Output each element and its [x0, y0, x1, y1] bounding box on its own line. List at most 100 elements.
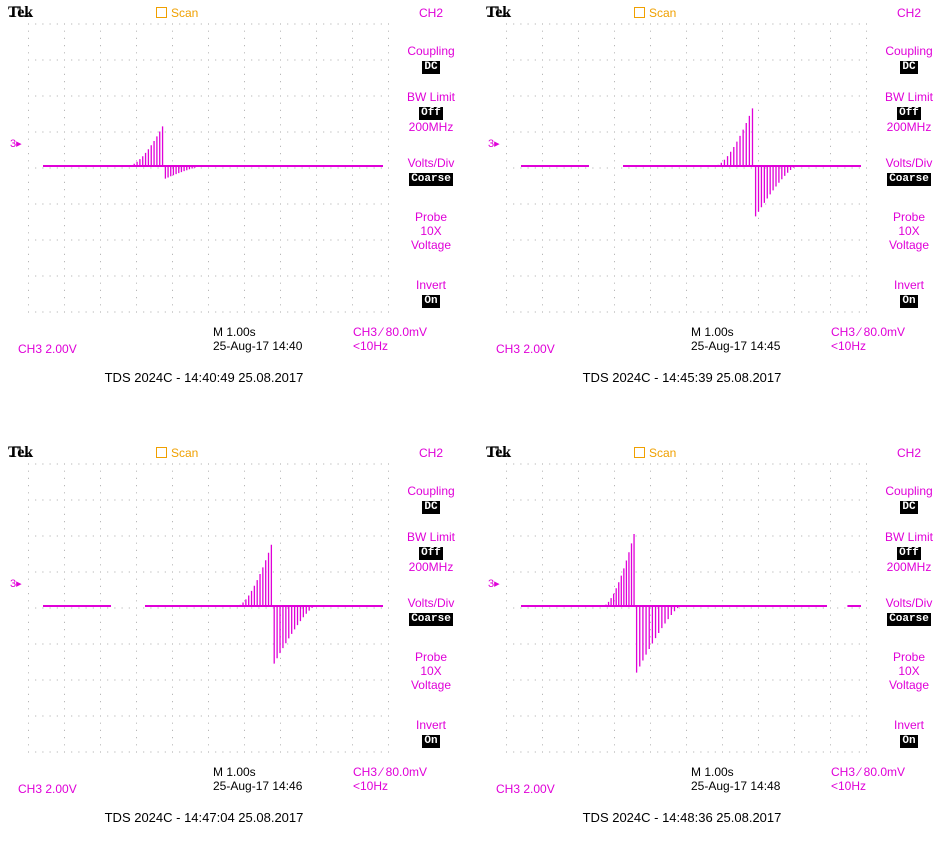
volts-div-label: Volts/Div	[407, 596, 455, 610]
invert-value: On	[900, 735, 918, 748]
timebase: M 1.00s	[691, 765, 734, 779]
coupling-value: DC	[900, 61, 918, 74]
channel-marker-number: 3	[10, 578, 17, 590]
bw-limit-label: BW Limit	[885, 530, 933, 544]
coupling-value: DC	[422, 61, 440, 74]
channel-scale: CH3 2.00V	[18, 342, 77, 356]
probe-type: Voltage	[888, 678, 930, 692]
bw-limit-menu[interactable]: BW Limit Off 200MHz	[878, 90, 940, 134]
bw-limit-freq: 200MHz	[886, 120, 932, 134]
volts-div-menu[interactable]: Volts/Div Coarse	[878, 596, 940, 626]
probe-label: Probe	[892, 210, 926, 224]
volts-div-value: Coarse	[409, 173, 453, 186]
coupling-menu[interactable]: Coupling DC	[400, 44, 462, 74]
trace-burst	[717, 108, 795, 217]
bw-limit-menu[interactable]: BW Limit Off 200MHz	[400, 530, 462, 574]
scope-panel-1: Tek Scan CH2 Coupling DC BW Limit Off 20…	[8, 4, 470, 424]
trigger-pulse-icon	[9, 446, 31, 457]
coupling-menu[interactable]: Coupling DC	[400, 484, 462, 514]
volts-div-label: Volts/Div	[885, 156, 933, 170]
volts-div-value: Coarse	[887, 613, 931, 626]
trigger-pulse-icon	[487, 6, 509, 17]
volts-div-menu[interactable]: Volts/Div Coarse	[878, 156, 940, 186]
scan-mode: Scan	[156, 444, 198, 464]
volts-div-label: Volts/Div	[407, 156, 455, 170]
timebase: M 1.00s	[691, 325, 734, 339]
probe-type: Voltage	[410, 238, 452, 252]
volts-div-menu[interactable]: Volts/Div Coarse	[400, 156, 462, 186]
coupling-value: DC	[422, 501, 440, 514]
invert-label: Invert	[893, 718, 924, 732]
graticule	[506, 463, 867, 753]
bw-limit-label: BW Limit	[407, 530, 455, 544]
channel-title: CH2	[418, 446, 443, 460]
invert-label: Invert	[893, 278, 924, 292]
channel-title: CH2	[418, 6, 443, 20]
bw-limit-label: BW Limit	[885, 90, 933, 104]
trigger-level: CH3 ⁄ 80.0mV	[353, 765, 428, 779]
bw-limit-value: Off	[419, 107, 443, 120]
probe-value: 10X	[420, 224, 442, 238]
coupling-menu[interactable]: Coupling DC	[878, 484, 940, 514]
capture-caption: TDS 2024C - 14:48:36 25.08.2017	[582, 810, 782, 825]
coupling-label: Coupling	[885, 484, 933, 498]
channel-ground-marker: 3▸	[10, 578, 22, 590]
volts-div-menu[interactable]: Volts/Div Coarse	[400, 596, 462, 626]
probe-menu[interactable]: Probe 10X Voltage	[878, 210, 940, 252]
probe-menu[interactable]: Probe 10X Voltage	[878, 650, 940, 692]
probe-value: 10X	[420, 664, 442, 678]
scope-screen	[28, 23, 389, 313]
invert-menu[interactable]: Invert On	[400, 278, 462, 308]
bw-limit-label: BW Limit	[407, 90, 455, 104]
invert-menu[interactable]: Invert On	[878, 718, 940, 748]
trigger-frequency: <10Hz	[831, 339, 867, 353]
probe-menu[interactable]: Probe 10X Voltage	[400, 650, 462, 692]
graticule	[28, 23, 389, 313]
trigger-pulse-icon	[9, 6, 31, 17]
trace-burst	[239, 544, 313, 664]
probe-menu[interactable]: Probe 10X Voltage	[400, 210, 462, 252]
invert-menu[interactable]: Invert On	[878, 278, 940, 308]
invert-menu[interactable]: Invert On	[400, 718, 462, 748]
invert-label: Invert	[415, 278, 446, 292]
coupling-menu[interactable]: Coupling DC	[878, 44, 940, 74]
volts-div-value: Coarse	[887, 173, 931, 186]
probe-value: 10X	[898, 224, 920, 238]
invert-value: On	[422, 735, 440, 748]
probe-label: Probe	[414, 210, 448, 224]
bw-limit-value: Off	[897, 547, 921, 560]
datetime: 25-Aug-17 14:45	[691, 339, 781, 353]
scope-panel-4: Tek Scan CH2 Coupling DC BW Limit Off 20…	[486, 444, 943, 864]
bw-limit-freq: 200MHz	[408, 120, 454, 134]
channel-marker-number: 3	[488, 138, 495, 150]
channel-scale: CH3 2.00V	[496, 782, 555, 796]
scan-label: Scan	[649, 446, 677, 460]
channel-marker-number: 3	[10, 138, 17, 150]
scan-label: Scan	[649, 6, 677, 20]
capture-caption: TDS 2024C - 14:45:39 25.08.2017	[582, 370, 782, 385]
bw-limit-menu[interactable]: BW Limit Off 200MHz	[400, 90, 462, 134]
capture-caption: TDS 2024C - 14:40:49 25.08.2017	[104, 370, 304, 385]
invert-value: On	[422, 295, 440, 308]
trigger-frequency: <10Hz	[353, 779, 389, 793]
datetime: 25-Aug-17 14:48	[691, 779, 781, 793]
coupling-value: DC	[900, 501, 918, 514]
scope-screen	[28, 463, 389, 753]
scan-checkbox-icon	[156, 7, 167, 18]
invert-value: On	[900, 295, 918, 308]
datetime: 25-Aug-17 14:40	[213, 339, 303, 353]
scan-checkbox-icon	[156, 447, 167, 458]
probe-value: 10X	[898, 664, 920, 678]
scan-mode: Scan	[634, 4, 676, 24]
volts-div-value: Coarse	[409, 613, 453, 626]
bw-limit-value: Off	[897, 107, 921, 120]
bw-limit-menu[interactable]: BW Limit Off 200MHz	[878, 530, 940, 574]
scan-checkbox-icon	[634, 7, 645, 18]
trigger-frequency: <10Hz	[831, 779, 867, 793]
scope-screen	[506, 463, 867, 753]
trigger-frequency: <10Hz	[353, 339, 389, 353]
scope-panel-2: Tek Scan CH2 Coupling DC BW Limit Off 20…	[486, 4, 943, 424]
channel-ground-marker: 3▸	[10, 138, 22, 150]
probe-label: Probe	[892, 650, 926, 664]
channel-scale: CH3 2.00V	[496, 342, 555, 356]
